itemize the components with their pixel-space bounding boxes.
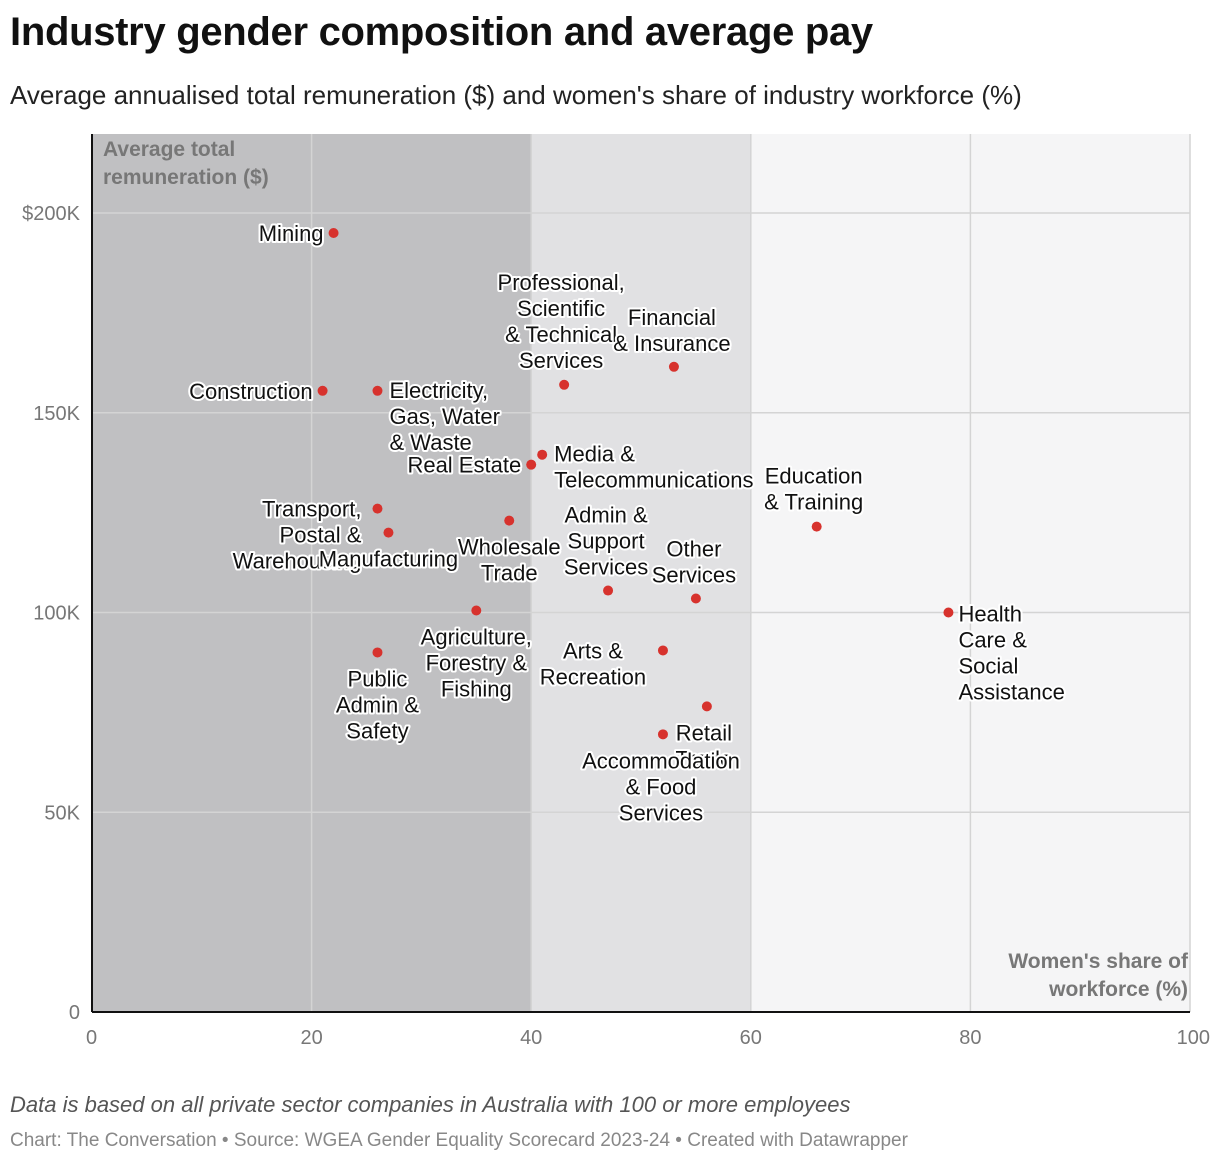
point-label: Professional, Scientific & Technical Servic… [498,270,625,373]
data-point [383,527,394,538]
background-band-1 [531,134,751,1012]
y-axis-title: Average total remuneration ($) [103,138,269,189]
y-tick-label: 150K [33,403,80,425]
data-point [603,585,614,596]
data-point [372,385,383,396]
data-points [317,227,954,740]
point-label: Public Admin & Safety [336,666,419,743]
data-point [690,593,701,604]
data-point [328,227,339,238]
point-label: Manufacturing [319,547,458,572]
data-point [504,515,515,526]
point-label: Mining [259,221,324,246]
point-label: Electricity, Gas, Water & Waste [389,378,499,455]
data-point [668,361,679,372]
data-point [943,607,954,618]
data-point [811,521,822,532]
x-tick-label: 40 [520,1027,542,1049]
y-tick-label: 0 [69,1002,80,1024]
y-tick-label: $200K [22,203,80,225]
y-tick-label: 100K [33,603,80,625]
x-tick-label: 60 [740,1027,762,1049]
point-label: Admin & Support Services [564,503,648,580]
point-label: Accommodation & Food Services [582,748,740,825]
point-label: Media & Telecommunications [554,442,753,493]
x-tick-label: 80 [959,1027,981,1049]
chart-notes: Data is based on all private sector comp… [10,1092,851,1117]
point-label: Financial & Insurance [613,305,730,356]
axis-titles: Average total remuneration ($) Women's sha… [103,138,1189,1001]
data-point [537,449,548,460]
x-axis-title: Women's share of workforce (%) [1008,950,1189,1001]
y-tick-label: 50K [44,802,80,824]
point-label: Education & Training [764,464,863,515]
x-tick-label: 100 [1177,1027,1210,1049]
data-point [701,701,712,712]
point-label: Other Services [652,537,736,588]
x-tick-label: 0 [86,1027,97,1049]
point-label: Real Estate [407,453,521,478]
point-label: Health Care & Social Assistance [958,602,1064,705]
axes: 0 20 40 60 80 100 0 50K 100K 150K $200K [22,134,1210,1049]
data-point [657,645,668,656]
data-point [657,729,668,740]
point-label: Arts & Recreation [540,638,646,689]
point-label: Wholesale Trade [458,535,561,586]
data-point [372,503,383,514]
chart-subtitle: Average annualised total remuneration ($… [10,80,1022,110]
point-label: Retail Trade [676,720,733,771]
point-label: Transport, Postal & Warehousing [233,497,362,574]
data-point [317,385,328,396]
data-point [559,379,570,390]
data-point [372,647,383,658]
gridlines [92,134,1191,1012]
data-point [471,605,482,616]
point-label: Construction [189,379,313,404]
chart-byline: Chart: The Conversation • Source: WGEA G… [10,1130,908,1151]
x-tick-label: 20 [300,1027,322,1049]
data-point [526,459,537,470]
point-label: Agriculture, Forestry & Fishing [421,625,532,702]
chart-title: Industry gender composition and average … [10,10,873,54]
point-labels: Mining Construction Electricity, Gas, Water… [187,219,1067,827]
